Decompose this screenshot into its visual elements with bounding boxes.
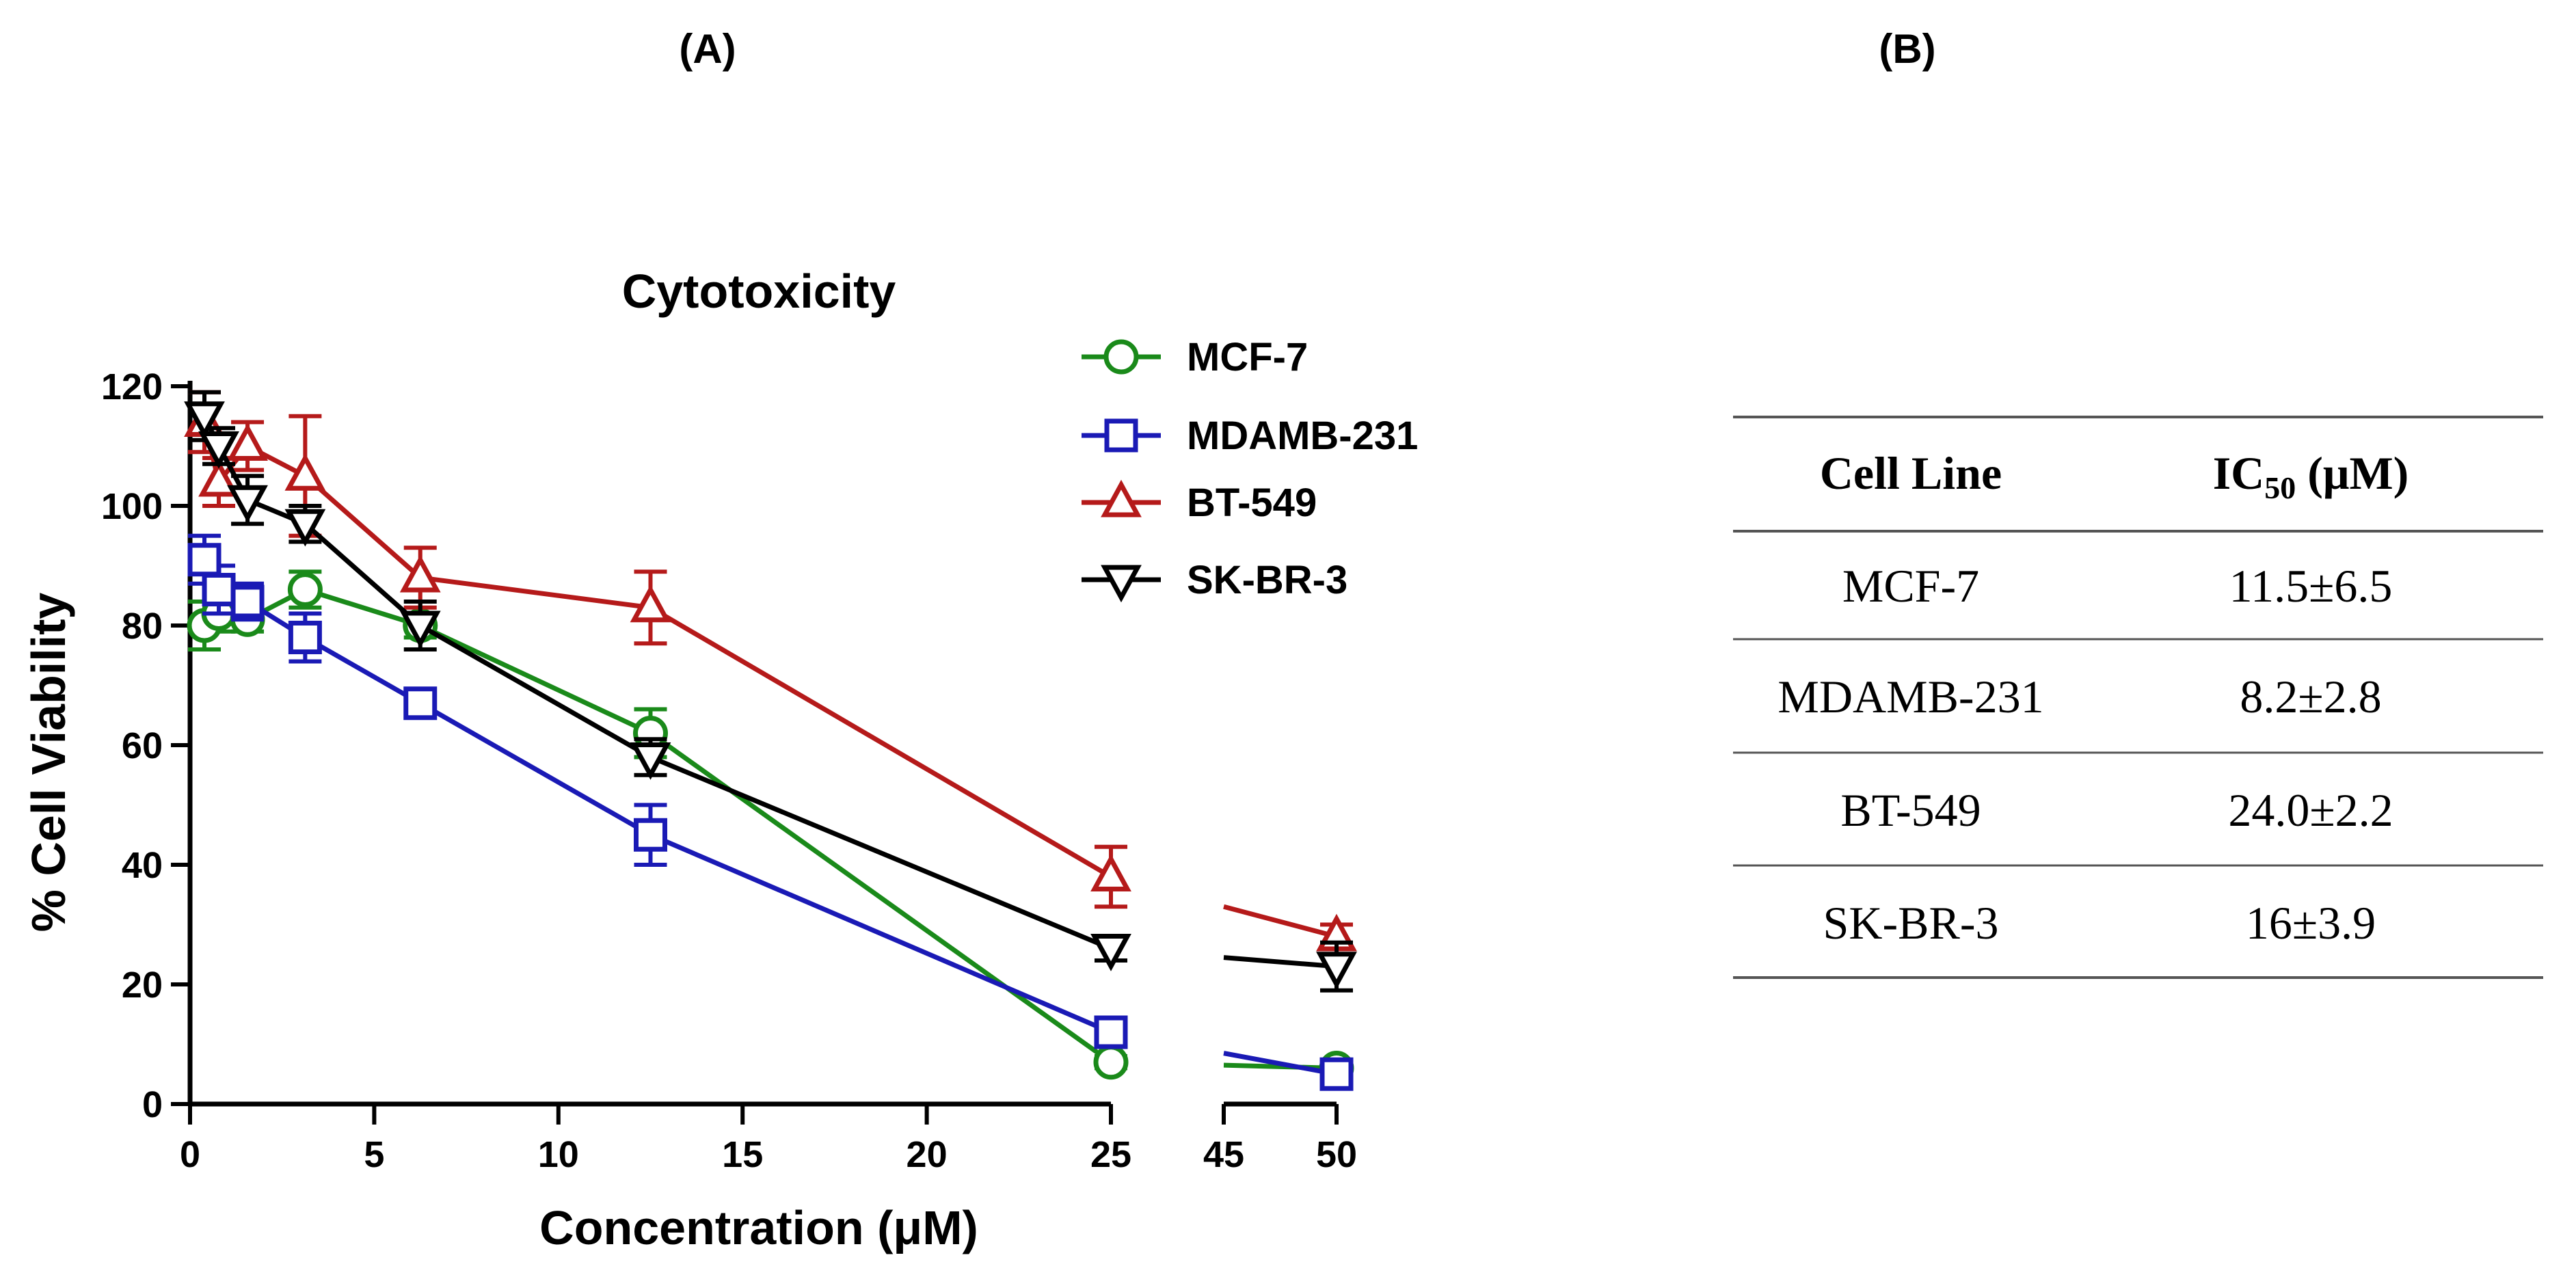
chart-title: Cytotoxicity [622, 265, 896, 318]
series-line-break-bt-549 [1223, 904, 1337, 939]
x-tick-label: 10 [538, 1134, 579, 1175]
table-header-cell-line: Cell Line [1820, 447, 2002, 499]
y-tick-label: 60 [122, 725, 163, 766]
series-line-break-mdamb-231 [1223, 1051, 1337, 1077]
y-tick-label: 20 [122, 965, 163, 1006]
x-tick-label: 20 [907, 1134, 948, 1175]
data-point-mdamb-231 [1094, 1015, 1128, 1049]
y-tick-label: 0 [142, 1084, 163, 1125]
data-point-mdamb-231 [403, 686, 438, 721]
table-cell-line-2: MDAMB-231 [1777, 671, 2043, 723]
legend-marker [1101, 565, 1142, 603]
data-point-sk-br-3 [184, 401, 225, 440]
y-axis-title: % Cell Viability [22, 593, 75, 932]
legend-label: SK-BR-3 [1187, 558, 1347, 602]
series-line-sk-br-3 [202, 415, 1112, 951]
data-point-mcf-7 [287, 572, 323, 607]
series-mcf-7 [187, 569, 1354, 1086]
data-point-bt-549 [227, 423, 268, 461]
legend-marker [1101, 479, 1142, 517]
series-line-break-mcf-7 [1223, 1062, 1337, 1071]
table-cell-ic50-4: 16±3.9 [2246, 897, 2376, 949]
x-tick-label: 50 [1316, 1134, 1357, 1175]
panel-label-b: (B) [1879, 26, 1935, 72]
axes: 0 20 40 60 80 100 120 0 5 10 15 20 25 45 50 [101, 366, 1357, 1175]
x-tick-label: 25 [1090, 1134, 1131, 1175]
x-axis-title: Concentration (μM) [539, 1201, 978, 1254]
table-cell-ic50-2: 8.2±2.8 [2240, 671, 2381, 723]
data-point-sk-br-3 [284, 509, 326, 547]
x-tick-label: 15 [722, 1134, 763, 1175]
x-tick-label: 5 [364, 1134, 384, 1175]
y-tick-label: 80 [122, 606, 163, 647]
data-point-mdamb-231 [288, 621, 322, 654]
data-point-sk-br-3 [198, 431, 239, 469]
table-cell-ic50-3: 24.0±2.2 [2228, 784, 2393, 836]
legend-marker [1103, 339, 1139, 375]
data-point-mdamb-231 [202, 573, 236, 606]
data-point-bt-549 [630, 584, 671, 623]
series-sk-br-3 [184, 390, 1357, 993]
y-tick-label: 100 [101, 486, 163, 527]
x-tick-label: 0 [180, 1134, 200, 1175]
legend-item-sk-br-3: SK-BR-3 [1082, 558, 1347, 603]
legend-label: BT-549 [1187, 481, 1317, 525]
legend-item-bt-549: BT-549 [1082, 479, 1317, 525]
table-cell-line-1: MCF-7 [1842, 560, 1979, 612]
series-layer [184, 390, 1357, 1091]
legend-label: MCF-7 [1187, 335, 1308, 379]
legend-label: MDAMB-231 [1187, 414, 1418, 458]
legend-marker [1104, 418, 1138, 453]
ic-unit: (μM) [2296, 447, 2409, 499]
table-cell-ic50-1: 11.5±6.5 [2229, 560, 2393, 612]
data-point-bt-549 [198, 459, 239, 497]
data-point-bt-549 [284, 453, 326, 491]
y-tick-label: 120 [101, 366, 163, 407]
table-header-ic50: IC50 (μM) [2213, 447, 2409, 505]
data-point-sk-br-3 [399, 610, 441, 649]
series-line-bt-549 [202, 421, 1112, 879]
y-tick-label: 40 [122, 845, 163, 886]
data-point-sk-br-3 [1090, 934, 1131, 971]
table-cell-line-3: BT-549 [1840, 784, 1981, 836]
series-mdamb-231 [187, 533, 1354, 1091]
data-point-mdamb-231 [1319, 1057, 1354, 1091]
x-tick-label: 45 [1203, 1134, 1244, 1175]
legend: MCF-7 MDAMB-231 BT-549 SK-BR-3 [1082, 335, 1418, 603]
data-point-sk-br-3 [227, 485, 268, 523]
table-cell-line-4: SK-BR-3 [1823, 897, 1999, 949]
legend-item-mcf-7: MCF-7 [1082, 335, 1308, 379]
ic-subscript: 50 [2264, 470, 2296, 505]
data-point-mdamb-231 [187, 543, 222, 577]
data-point-bt-549 [1090, 854, 1131, 891]
data-point-bt-549 [399, 554, 441, 593]
data-point-sk-br-3 [630, 742, 671, 780]
series-line-break-sk-br-3 [1223, 955, 1337, 969]
panel-label-a: (A) [679, 26, 736, 72]
ic-label: IC [2213, 447, 2265, 499]
data-point-mdamb-231 [634, 818, 667, 852]
data-point-sk-br-3 [1316, 952, 1357, 990]
data-point-mcf-7 [1093, 1045, 1129, 1080]
legend-item-mdamb-231: MDAMB-231 [1082, 414, 1418, 458]
data-point-mdamb-231 [230, 584, 265, 619]
ic50-table: Cell Line IC50 (μM) MCF-7 11.5±6.5 MDAMB… [1733, 416, 2543, 979]
